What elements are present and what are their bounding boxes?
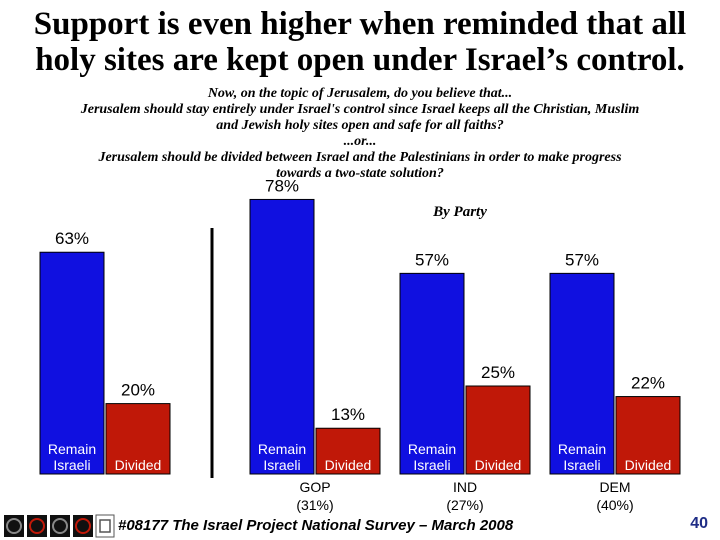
value-label-divided-3: 22% [631,374,665,393]
bar-divided-3 [615,396,681,475]
value-label-divided-2: 25% [481,363,515,382]
category-label-2: IND [453,479,477,495]
category-label-3: DEM [599,479,630,495]
category-share-2: (27%) [446,497,483,513]
bar-remain-3 [549,272,615,475]
question-line-4: ...or... [343,134,377,149]
logo-5 [95,514,115,538]
bar-text-remain-line2-1: Israeli [263,457,300,473]
logo-4 [73,515,93,537]
bar-text-divided-1: Divided [325,457,372,473]
value-label-divided-0: 20% [121,381,155,400]
question-line-6: towards a two-state solution? [276,166,444,181]
bar-text-divided-3: Divided [625,457,672,473]
value-label-remain-1: 78% [265,176,299,195]
bar-remain-1 [249,198,315,475]
by-party-label: By Party [433,204,487,220]
page-number: 40 [690,515,708,532]
bar-text-remain-line2-0: Israeli [53,457,90,473]
logo-2 [27,515,47,537]
title-line-1: Support is even higher when reminded tha… [33,6,687,42]
question-line-2: Jerusalem should stay entirely under Isr… [80,102,640,117]
bar-divided-1 [315,427,381,475]
value-label-remain-3: 57% [565,250,599,269]
logo-3 [50,515,70,537]
bar-text-remain-line2-2: Israeli [413,457,450,473]
logo-1 [4,515,24,537]
question-line-3: and Jewish holy sites open and safe for … [216,118,504,133]
value-label-remain-0: 63% [55,229,89,248]
bar-remain-2 [399,272,465,475]
question-line-5: Jerusalem should be divided between Isra… [98,150,622,165]
category-share-1: (31%) [296,497,333,513]
value-label-remain-2: 57% [415,250,449,269]
bar-text-remain-line1-0: Remain [48,441,96,457]
value-label-divided-1: 13% [331,405,365,424]
category-share-3: (40%) [596,497,633,513]
category-label-1: GOP [299,479,330,495]
bar-divided-0 [105,403,171,475]
slide-title: Support is even higher when reminded tha… [0,6,720,78]
footer-source: #08177 The Israel Project National Surve… [118,517,514,534]
bar-text-divided-0: Divided [115,457,162,473]
bar-text-remain-line2-3: Israeli [563,457,600,473]
question-line-1: Now, on the topic of Jerusalem, do you b… [207,86,513,101]
bar-text-remain-line1-1: Remain [258,441,306,457]
bar-divided-2 [465,385,531,475]
title-line-2: holy sites are kept open under Israel’s … [35,42,685,78]
bar-text-remain-line1-2: Remain [408,441,456,457]
bar-remain-0 [39,251,105,475]
bar-text-divided-2: Divided [475,457,522,473]
survey-question: Now, on the topic of Jerusalem, do you b… [20,86,700,182]
bar-text-remain-line1-3: Remain [558,441,606,457]
logo-strip [4,514,115,538]
